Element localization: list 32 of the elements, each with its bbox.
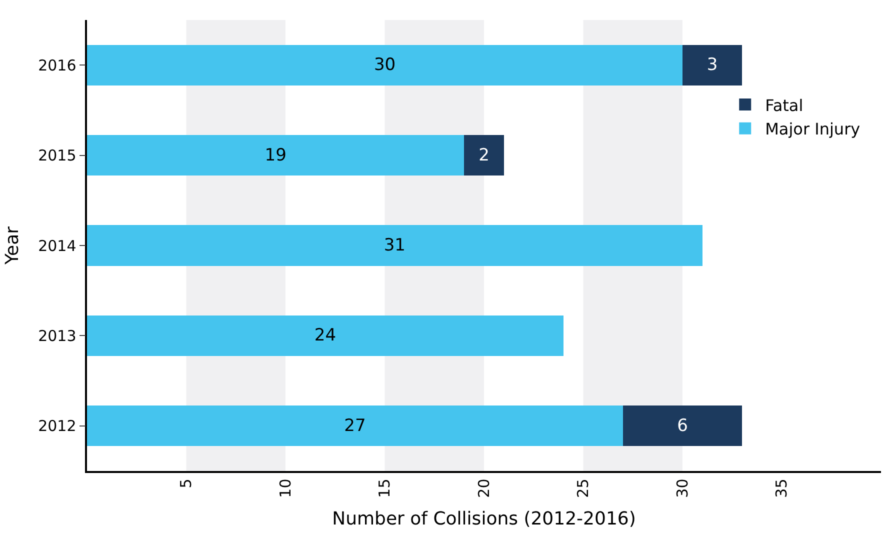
bar — [87, 135, 464, 176]
x-tick-label: 25 — [574, 478, 592, 498]
bar — [87, 44, 682, 86]
x-axis-title: Number of Collisions (2012-2016) — [332, 508, 636, 530]
legend-label: Major Injury — [765, 120, 860, 139]
x-tick-label: 5 — [177, 478, 196, 488]
data-label: 24 — [314, 326, 336, 346]
x-tick-label: 35 — [772, 478, 791, 498]
bar — [87, 225, 702, 266]
y-tick-label: 2014 — [38, 236, 76, 255]
data-label: 30 — [374, 55, 396, 76]
data-label: 6 — [677, 416, 688, 436]
bar — [464, 135, 504, 176]
data-label: 3 — [706, 55, 718, 76]
y-tick-label: 2013 — [38, 326, 76, 345]
x-tick-label: 30 — [673, 478, 692, 498]
x-tick-label: 20 — [474, 478, 493, 498]
data-label: 19 — [264, 145, 286, 166]
y-tick-label: 2016 — [38, 56, 76, 74]
x-tick-label: 10 — [276, 478, 294, 498]
data-label: 27 — [344, 416, 366, 436]
y-axis-title: Year — [2, 226, 23, 266]
bar — [87, 315, 564, 356]
x-tick-label: 15 — [376, 478, 394, 498]
legend-label: Fatal — [765, 96, 804, 115]
y-tick-label: 2015 — [38, 146, 76, 165]
data-label: 31 — [384, 236, 406, 256]
bar — [622, 406, 742, 446]
data-label: 2 — [478, 145, 490, 166]
bar — [87, 406, 623, 446]
bar — [682, 44, 742, 86]
y-tick-label: 2012 — [38, 417, 76, 436]
